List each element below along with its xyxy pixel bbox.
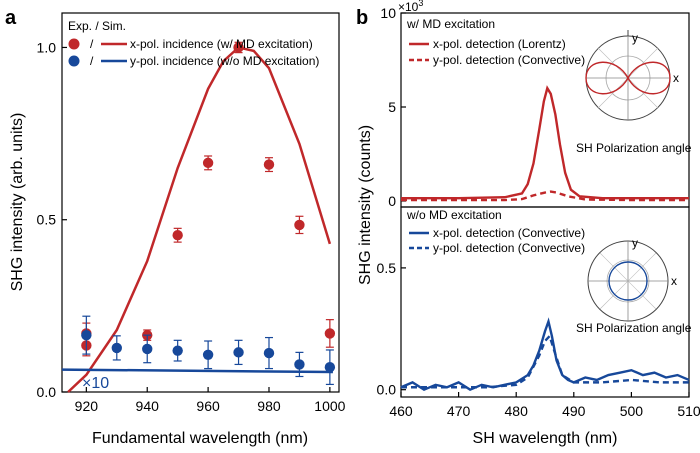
- a-xtick-label: 960: [196, 398, 220, 414]
- a-data-point: [233, 42, 244, 53]
- polar-bottom-diag-2: [599, 252, 657, 310]
- panel-a-legend: Exp. / Sim. / x-pol. incidence (w/ MD ex…: [68, 19, 319, 68]
- a-data-point: [233, 347, 244, 358]
- multiplier-base: ×10: [398, 0, 419, 14]
- polar-top-y-label: y: [632, 31, 638, 45]
- polar-top-x-label: x: [673, 71, 679, 85]
- legend-red-marker: [68, 38, 80, 50]
- polar-bottom-caption: SH Polarization angle: [576, 321, 692, 335]
- polar-inset-bottom: y x SH Polarization angle: [576, 236, 692, 335]
- b-ytick-label: 0: [388, 193, 396, 209]
- panel-a: 920 940 960 980 1000 0.0 0.5 1.0 Exp. / Sim. / …: [9, 12, 346, 447]
- panel-b-bottom-legend: w/o MD excitation x-pol. detection (Conv…: [406, 208, 585, 255]
- a-data-point: [111, 342, 122, 354]
- b-ytick-label: 10: [380, 5, 396, 21]
- panel-b-bottom-ticks: 0.0 0.5 460 470 480 490 500 510: [377, 260, 700, 419]
- panel-b-top-ticks: 0 5 10: [380, 5, 406, 209]
- a-data-point: [202, 157, 214, 169]
- polar-inset-top: y x SH Polarization angle: [576, 30, 692, 155]
- b-series-line: [400, 317, 690, 392]
- a-ytick-label: 0.5: [37, 212, 57, 228]
- a-data-point: [263, 347, 275, 359]
- panel-b-bottom-series: [400, 317, 690, 392]
- b-xtick-label: 470: [447, 403, 471, 419]
- panel-b-xlabel: SH wavelength (nm): [473, 430, 618, 447]
- a-sim-line: [67, 46, 332, 393]
- panel-a-ylabel: SHG intensity (arb. units): [9, 113, 26, 292]
- panel-b-top-title: w/ MD excitation: [406, 17, 495, 31]
- panel-b-multiplier: ×103: [398, 0, 423, 14]
- panel-a-xlabel: Fundamental wavelength (nm): [92, 430, 308, 447]
- legend-bottom-item-2: y-pol. detection (Convective): [433, 241, 585, 255]
- b-series-line: [401, 190, 689, 202]
- polar-bottom-isotropic-pattern: [608, 261, 648, 301]
- panel-b-top-legend: w/ MD excitation x-pol. detection (Loren…: [406, 17, 585, 67]
- a-sim-line: [61, 368, 333, 374]
- a-data-point: [294, 219, 305, 231]
- a-ytick-label: 1.0: [37, 39, 57, 55]
- b-xtick-label: 500: [620, 403, 644, 419]
- panel-b-top-series: [401, 85, 689, 202]
- b-series-line: [401, 333, 689, 389]
- a-data-point: [172, 345, 183, 356]
- a-data-point: [294, 359, 305, 370]
- a-xtick-label: 1000: [314, 398, 345, 414]
- a-xtick-label: 920: [75, 398, 99, 414]
- panel-a-frame: [61, 12, 340, 393]
- panel-a-x10-annotation: ×10: [82, 375, 109, 392]
- panel-b-bottom-frame: [400, 206, 690, 398]
- b-ytick-label: 0.0: [377, 382, 397, 398]
- a-ytick-label: 0.0: [37, 384, 57, 400]
- legend-top-item-2: y-pol. detection (Convective): [433, 53, 585, 67]
- panel-b-ylabel: SHG intensity (counts): [357, 125, 374, 285]
- b-xtick-label: 460: [389, 403, 413, 419]
- a-data-point: [142, 343, 153, 355]
- legend-header: Exp. / Sim.: [68, 19, 126, 33]
- legend-item-y-pol: y-pol. incidence (w/o MD excitation): [130, 54, 319, 68]
- b-series-line: [401, 85, 689, 200]
- a-data-point: [172, 230, 183, 241]
- a-data-point: [81, 329, 92, 341]
- legend-item-x-pol: x-pol. incidence (w/ MD excitation): [130, 37, 313, 51]
- polar-top-dipole-lobes: [585, 61, 671, 95]
- legend-sep-2: /: [90, 54, 94, 68]
- panel-b-bottom-title: w/o MD excitation: [406, 208, 502, 222]
- panel-b-label: b: [356, 7, 368, 29]
- b-ytick-label: 0.5: [377, 260, 397, 276]
- polar-top-caption: SH Polarization angle: [576, 141, 692, 155]
- b-xtick-label: 490: [562, 403, 586, 419]
- legend-bottom-item-1: x-pol. detection (Convective): [433, 226, 585, 240]
- a-data-point: [324, 328, 336, 339]
- a-xtick-label: 940: [136, 398, 160, 414]
- panel-a-series: [61, 41, 336, 393]
- b-xtick-label: 510: [677, 403, 700, 419]
- a-data-point: [263, 159, 275, 170]
- a-data-point: [202, 349, 214, 360]
- legend-top-item-1: x-pol. detection (Lorentz): [433, 37, 566, 51]
- b-ytick-label: 5: [388, 99, 396, 115]
- multiplier-exponent: 3: [418, 0, 423, 8]
- polar-bottom-y-label: y: [632, 236, 638, 250]
- b-xtick-label: 480: [505, 403, 529, 419]
- a-data-point: [324, 361, 336, 373]
- legend-sep-1: /: [90, 37, 94, 51]
- polar-bottom-x-label: x: [671, 274, 677, 288]
- panel-a-ticks: 920 940 960 980 1000 0.0 0.5 1.0: [37, 39, 346, 414]
- legend-blue-marker: [68, 55, 80, 67]
- panel-a-label: a: [5, 7, 17, 29]
- a-xtick-label: 980: [257, 398, 281, 414]
